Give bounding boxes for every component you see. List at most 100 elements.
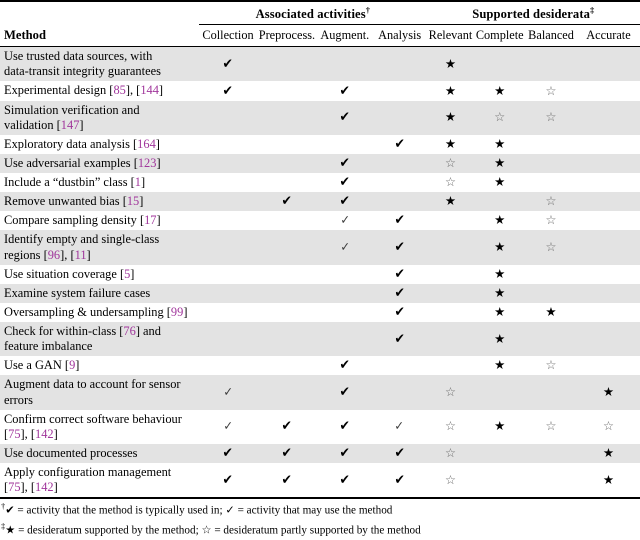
footnote-text: = activity that may use the method (234, 505, 393, 518)
mark-cell-complete: ★ (474, 322, 525, 356)
citation-ref[interactable]: [17] (139, 213, 161, 228)
method-line: Use trusted data sources, with (4, 49, 153, 64)
mark-cell-analysis: ✔ (373, 211, 427, 230)
mark-cell-complete: ★ (474, 135, 525, 154)
table-row: Identify empty and single-class regions [… (0, 230, 640, 265)
tick-bold-icon: ✔ (222, 55, 234, 72)
tick-bold-icon: ✔ (339, 193, 351, 210)
column-header-relevant: Relevant (428, 28, 473, 43)
star-full-icon: ★ (494, 155, 506, 170)
blank-icon (398, 195, 402, 208)
column-header-accurate: Accurate (586, 28, 631, 43)
blank-icon (398, 359, 402, 372)
blank-icon (285, 138, 289, 151)
mark-cell-collection (199, 135, 257, 154)
mark-cell-complete: ★ (474, 356, 525, 375)
methods-desiderata-table: Associated activities† Supported desider… (0, 1, 640, 499)
blank-icon (398, 386, 402, 399)
method-cell: Use adversarial examples [123] (0, 154, 199, 173)
citation-ref[interactable]: [164] (133, 136, 160, 151)
citation-ref[interactable]: [147] (56, 117, 84, 132)
table-row: Oversampling & undersampling [99] ✔ ★ ★ (0, 302, 640, 323)
citation-ref[interactable]: [85] (109, 83, 130, 98)
citation-ref[interactable]: [15] (122, 194, 144, 209)
mark-cell-balanced: ☆ (525, 192, 577, 211)
citation-ref[interactable]: [76] (119, 324, 140, 339)
tick-light-icon: ✓ (223, 418, 233, 434)
method-line: [75], [142] (4, 426, 58, 441)
table-row: Check for within-class [76] and feature i… (0, 322, 640, 357)
mark-cell-accurate: ★ (577, 375, 640, 409)
tick-bold-icon: ✔ (394, 135, 405, 152)
citation-ref[interactable]: [144] (136, 83, 164, 98)
group-header-desiderata-label: Supported desiderata (472, 7, 591, 22)
tick-bold-icon: ✔ (281, 193, 293, 210)
method-cell: Use trusted data sources, with data-trans… (0, 47, 199, 82)
citation-ref[interactable]: [142] (30, 480, 58, 495)
blank-icon (606, 287, 610, 300)
blank-icon (343, 287, 347, 300)
group-header-desiderata: Supported desiderata‡ (427, 1, 640, 24)
citation-ref[interactable]: [1] (130, 175, 146, 190)
mark-cell-analysis (373, 192, 427, 211)
blank-icon (398, 58, 402, 71)
blank-icon (549, 447, 553, 460)
blank-icon (285, 176, 289, 189)
star-full-icon: ★ (602, 445, 615, 460)
blank-icon (285, 111, 289, 124)
mark-cell-augment: ✔ (317, 154, 373, 173)
star-full-icon: ★ (494, 357, 506, 373)
mark-cell-collection (199, 303, 257, 322)
mark-cell-analysis (373, 101, 427, 135)
blank-icon (226, 195, 230, 208)
mark-cell-accurate (577, 230, 640, 264)
blank-icon (343, 268, 347, 281)
tick-light-icon: ✓ (339, 212, 350, 228)
citation-ref[interactable]: [96] (43, 247, 65, 262)
mark-cell-analysis (373, 154, 427, 173)
blank-icon (498, 195, 502, 208)
mark-cell-collection: ✔ (199, 81, 257, 100)
blank-icon (226, 287, 230, 300)
method-line: regions [96], [11] (4, 247, 91, 262)
citation-ref[interactable]: [123] (133, 155, 161, 170)
blank-icon (449, 214, 453, 227)
blank-icon (606, 138, 610, 151)
citation-ref[interactable]: [9] (64, 358, 80, 373)
citation-ref[interactable]: [99] (166, 304, 188, 319)
tick-bold-icon: ✔ (339, 445, 351, 461)
citation-ref[interactable]: [5] (119, 266, 135, 281)
tick-bold-icon: ✔ (394, 265, 405, 282)
mark-cell-accurate (577, 154, 640, 173)
blank-icon (449, 268, 453, 281)
citation-ref[interactable]: [75] (4, 480, 25, 495)
blank-icon (343, 58, 347, 71)
mark-cell-relevant: ☆ (427, 410, 475, 444)
method-cell: Oversampling & undersampling [99] (0, 303, 199, 322)
table-row: Simulation verification and validation [1… (0, 100, 640, 135)
mark-cell-balanced (525, 154, 577, 173)
star-open-icon: ☆ (545, 239, 557, 255)
mark-cell-analysis (373, 47, 427, 82)
mark-cell-balanced (525, 173, 577, 192)
citation-ref[interactable]: [142] (30, 426, 58, 441)
mark-cell-balanced: ☆ (525, 230, 577, 264)
mark-cell-collection: ✓ (199, 410, 257, 444)
table-row: Exploratory data analysis [164] ✔ ★ ★ (0, 134, 640, 154)
method-line: Experimental design [85], [144] (4, 83, 164, 98)
citation-ref[interactable]: [11] (70, 247, 91, 262)
tick-light-icon: ✓ (394, 418, 405, 434)
mark-cell-accurate (577, 135, 640, 154)
star-full-icon: ★ (494, 330, 506, 346)
star-open-icon: ☆ (545, 357, 557, 373)
star-full-icon: ★ (494, 82, 506, 98)
method-cell: Identify empty and single-class regions [… (0, 230, 199, 264)
blank-icon (549, 157, 553, 170)
mark-cell-relevant: ☆ (427, 444, 475, 463)
citation-ref[interactable]: [75] (4, 426, 25, 441)
method-line: Examine system failure cases (4, 285, 151, 300)
mark-cell-relevant: ★ (427, 192, 475, 211)
method-cell: Use a GAN [9] (0, 356, 199, 375)
mark-cell-augment: ✔ (317, 81, 373, 100)
star-full-icon: ★ (602, 384, 615, 400)
